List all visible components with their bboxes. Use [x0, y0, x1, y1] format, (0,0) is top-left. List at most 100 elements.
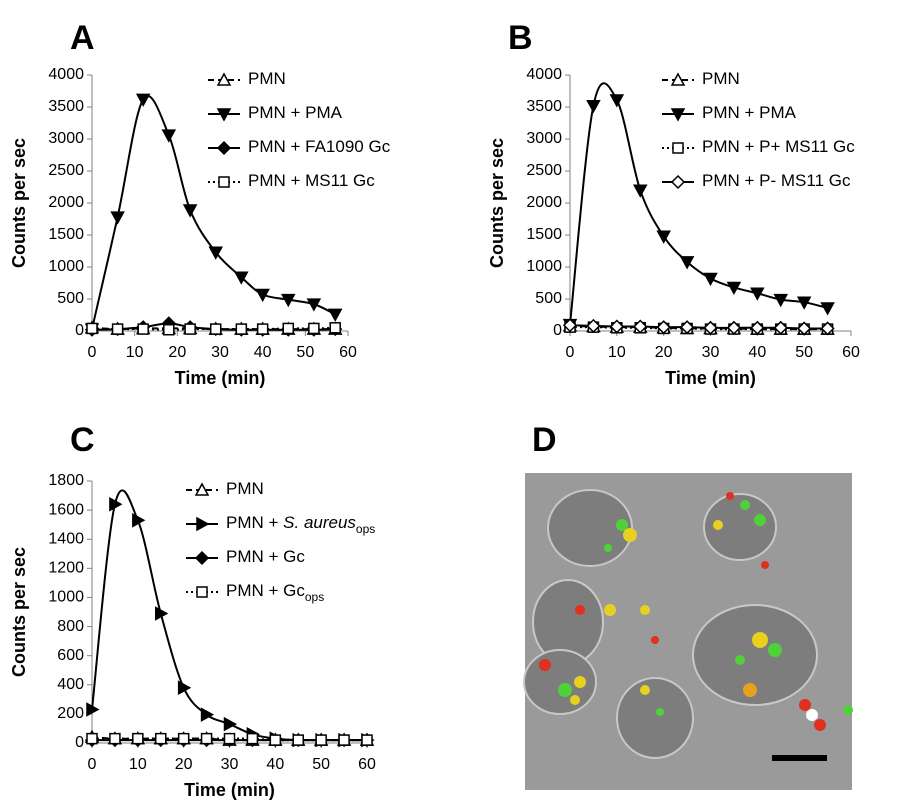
panel-label: A	[70, 19, 95, 57]
x-tick-label: 40	[266, 756, 284, 773]
y-tick-label: 2000	[526, 194, 562, 211]
legend-label: PMN + P+ MS11 Gc	[702, 137, 855, 156]
legend-marker	[216, 72, 232, 86]
data-point	[135, 93, 151, 107]
x-tick-label: 10	[126, 344, 144, 361]
data-point	[235, 323, 248, 335]
data-point	[820, 302, 835, 316]
data-point	[773, 320, 788, 335]
x-tick-label: 60	[339, 344, 357, 361]
legend-name: PMN + MS11 Gc	[248, 171, 375, 190]
legend-name: PMN	[248, 69, 286, 88]
legend-label: PMN + PMA	[248, 103, 343, 122]
data-point	[281, 293, 296, 308]
data-point	[703, 320, 718, 335]
data-point	[282, 322, 295, 335]
y-tick-label: 1200	[48, 560, 84, 577]
data-point	[86, 702, 100, 717]
y-tick-label: 1500	[48, 226, 84, 243]
legend-name: PMN + FA1090 Gc	[248, 137, 391, 156]
data-point	[208, 246, 223, 260]
data-point	[562, 318, 578, 333]
legend-marker	[670, 72, 686, 86]
data-point	[726, 281, 742, 296]
legend-name: PMN + Gc	[226, 547, 305, 566]
y-tick-label: 4000	[48, 66, 84, 83]
data-point	[656, 230, 671, 244]
data-point	[86, 322, 98, 335]
y-tick-label: 0	[75, 322, 84, 339]
data-point	[200, 732, 213, 745]
data-point	[269, 734, 282, 746]
y-tick-label: 3000	[48, 130, 84, 147]
legend-name: PMN +	[226, 513, 283, 532]
legend-marker	[216, 140, 232, 156]
y-tick-label: 3000	[526, 130, 562, 147]
scale-bar	[772, 755, 827, 761]
y-tick-label: 1000	[526, 258, 562, 275]
data-point	[132, 513, 146, 528]
data-point	[223, 732, 236, 745]
y-tick-label: 3500	[48, 98, 84, 115]
data-point	[315, 734, 327, 746]
data-point	[246, 732, 259, 745]
data-point	[209, 323, 222, 335]
data-point	[200, 707, 215, 722]
data-point	[609, 94, 625, 108]
legend-name: PMN + Gc	[226, 581, 305, 600]
data-point	[109, 732, 121, 745]
legend-label: PMN + PMA	[702, 103, 797, 122]
data-point	[155, 732, 167, 745]
x-tick-label: 30	[221, 756, 239, 773]
y-tick-label: 500	[535, 290, 562, 307]
data-point	[132, 732, 144, 745]
panel-label: D	[532, 421, 557, 459]
y-tick-label: 4000	[526, 66, 562, 83]
legend-italic: S. aureus	[283, 513, 356, 532]
stain-dots	[539, 492, 853, 731]
data-point	[797, 321, 812, 336]
legend-name: PMN + PMA	[702, 103, 797, 122]
panel-label: C	[70, 421, 95, 459]
y-tick-label: 2500	[48, 162, 84, 179]
data-point	[110, 211, 125, 225]
data-point	[137, 323, 149, 335]
x-tick-label: 10	[608, 344, 626, 361]
data-point	[750, 287, 765, 301]
data-point	[109, 497, 123, 512]
data-point	[163, 323, 175, 336]
legend-subscript: ops	[305, 590, 324, 604]
micrograph	[523, 473, 853, 790]
data-point	[308, 322, 320, 335]
legend-marker	[216, 108, 232, 122]
legend-marker	[218, 176, 230, 188]
data-point	[586, 318, 601, 333]
data-point	[680, 320, 695, 335]
legend-marker	[672, 142, 684, 154]
legend-marker	[196, 586, 208, 598]
legend-marker	[194, 550, 210, 566]
x-axis-label: Time (min)	[175, 368, 266, 388]
x-tick-label: 60	[358, 756, 376, 773]
data-point	[255, 288, 270, 303]
data-point	[161, 129, 177, 143]
legend-name: PMN	[702, 69, 740, 88]
x-tick-label: 40	[254, 344, 272, 361]
data-point	[223, 716, 238, 732]
legend-marker	[196, 516, 210, 532]
y-tick-label: 1500	[526, 226, 562, 243]
legend-label: PMN	[702, 69, 740, 88]
legend-marker	[670, 108, 686, 122]
y-tick-label: 1400	[48, 530, 84, 547]
x-tick-label: 30	[211, 344, 229, 361]
data-point	[327, 308, 343, 322]
y-tick-label: 1800	[48, 472, 84, 489]
x-tick-label: 0	[88, 344, 97, 361]
legend-label: PMN + FA1090 Gc	[248, 137, 391, 156]
y-tick-label: 600	[57, 647, 84, 664]
y-tick-label: 200	[57, 705, 84, 722]
x-tick-label: 30	[702, 344, 720, 361]
data-point	[111, 323, 124, 335]
y-axis-label: Counts per sec	[9, 547, 29, 677]
data-point	[609, 319, 624, 334]
